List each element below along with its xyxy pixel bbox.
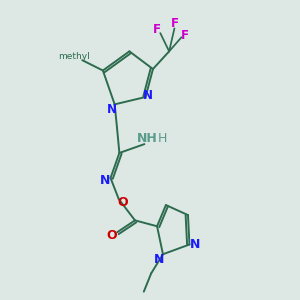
Text: N: N <box>190 238 200 251</box>
Text: F: F <box>170 17 178 30</box>
Text: N: N <box>143 89 153 102</box>
Text: F: F <box>152 23 160 36</box>
Text: N: N <box>107 103 117 116</box>
Text: N: N <box>154 253 165 266</box>
Text: H: H <box>158 132 167 145</box>
Text: F: F <box>181 29 189 42</box>
Text: O: O <box>107 229 117 242</box>
Text: NH: NH <box>137 132 158 145</box>
Text: methyl: methyl <box>58 52 90 61</box>
Text: O: O <box>117 196 128 209</box>
Text: N: N <box>100 174 111 188</box>
